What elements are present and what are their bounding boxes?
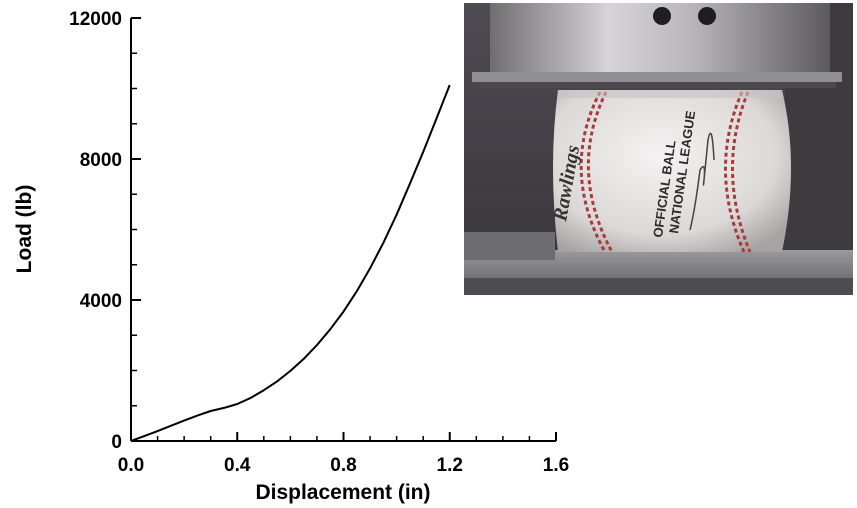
y-tick-label: 8000 bbox=[80, 150, 122, 171]
ticks bbox=[130, 17, 557, 442]
bolt-hole bbox=[653, 7, 671, 25]
y-tick-label: 4000 bbox=[80, 291, 122, 312]
baseball-compression-photo: Rawlings OFFICIAL BALL NATIONAL LEAGUE bbox=[464, 3, 853, 295]
x-tick-label: 1.6 bbox=[543, 455, 569, 476]
signature-mark bbox=[689, 132, 715, 231]
y-axis-title: Load (lb) bbox=[13, 185, 36, 274]
x-tick-label: 0.4 bbox=[224, 455, 251, 476]
x-tick-label: 0.8 bbox=[330, 455, 356, 476]
y-tick-label: 0 bbox=[111, 432, 122, 453]
x-tick-label: 1.2 bbox=[437, 455, 463, 476]
tick-labels: 0.0 0.4 0.8 1.2 1.6 0 4000 8000 12000 bbox=[69, 9, 569, 476]
bolt-hole bbox=[698, 7, 716, 25]
series-line bbox=[130, 84, 451, 442]
y-tick-label: 12000 bbox=[69, 9, 122, 30]
x-tick-label: 0.0 bbox=[118, 455, 144, 476]
x-axis-title: Displacement (in) bbox=[255, 481, 430, 504]
